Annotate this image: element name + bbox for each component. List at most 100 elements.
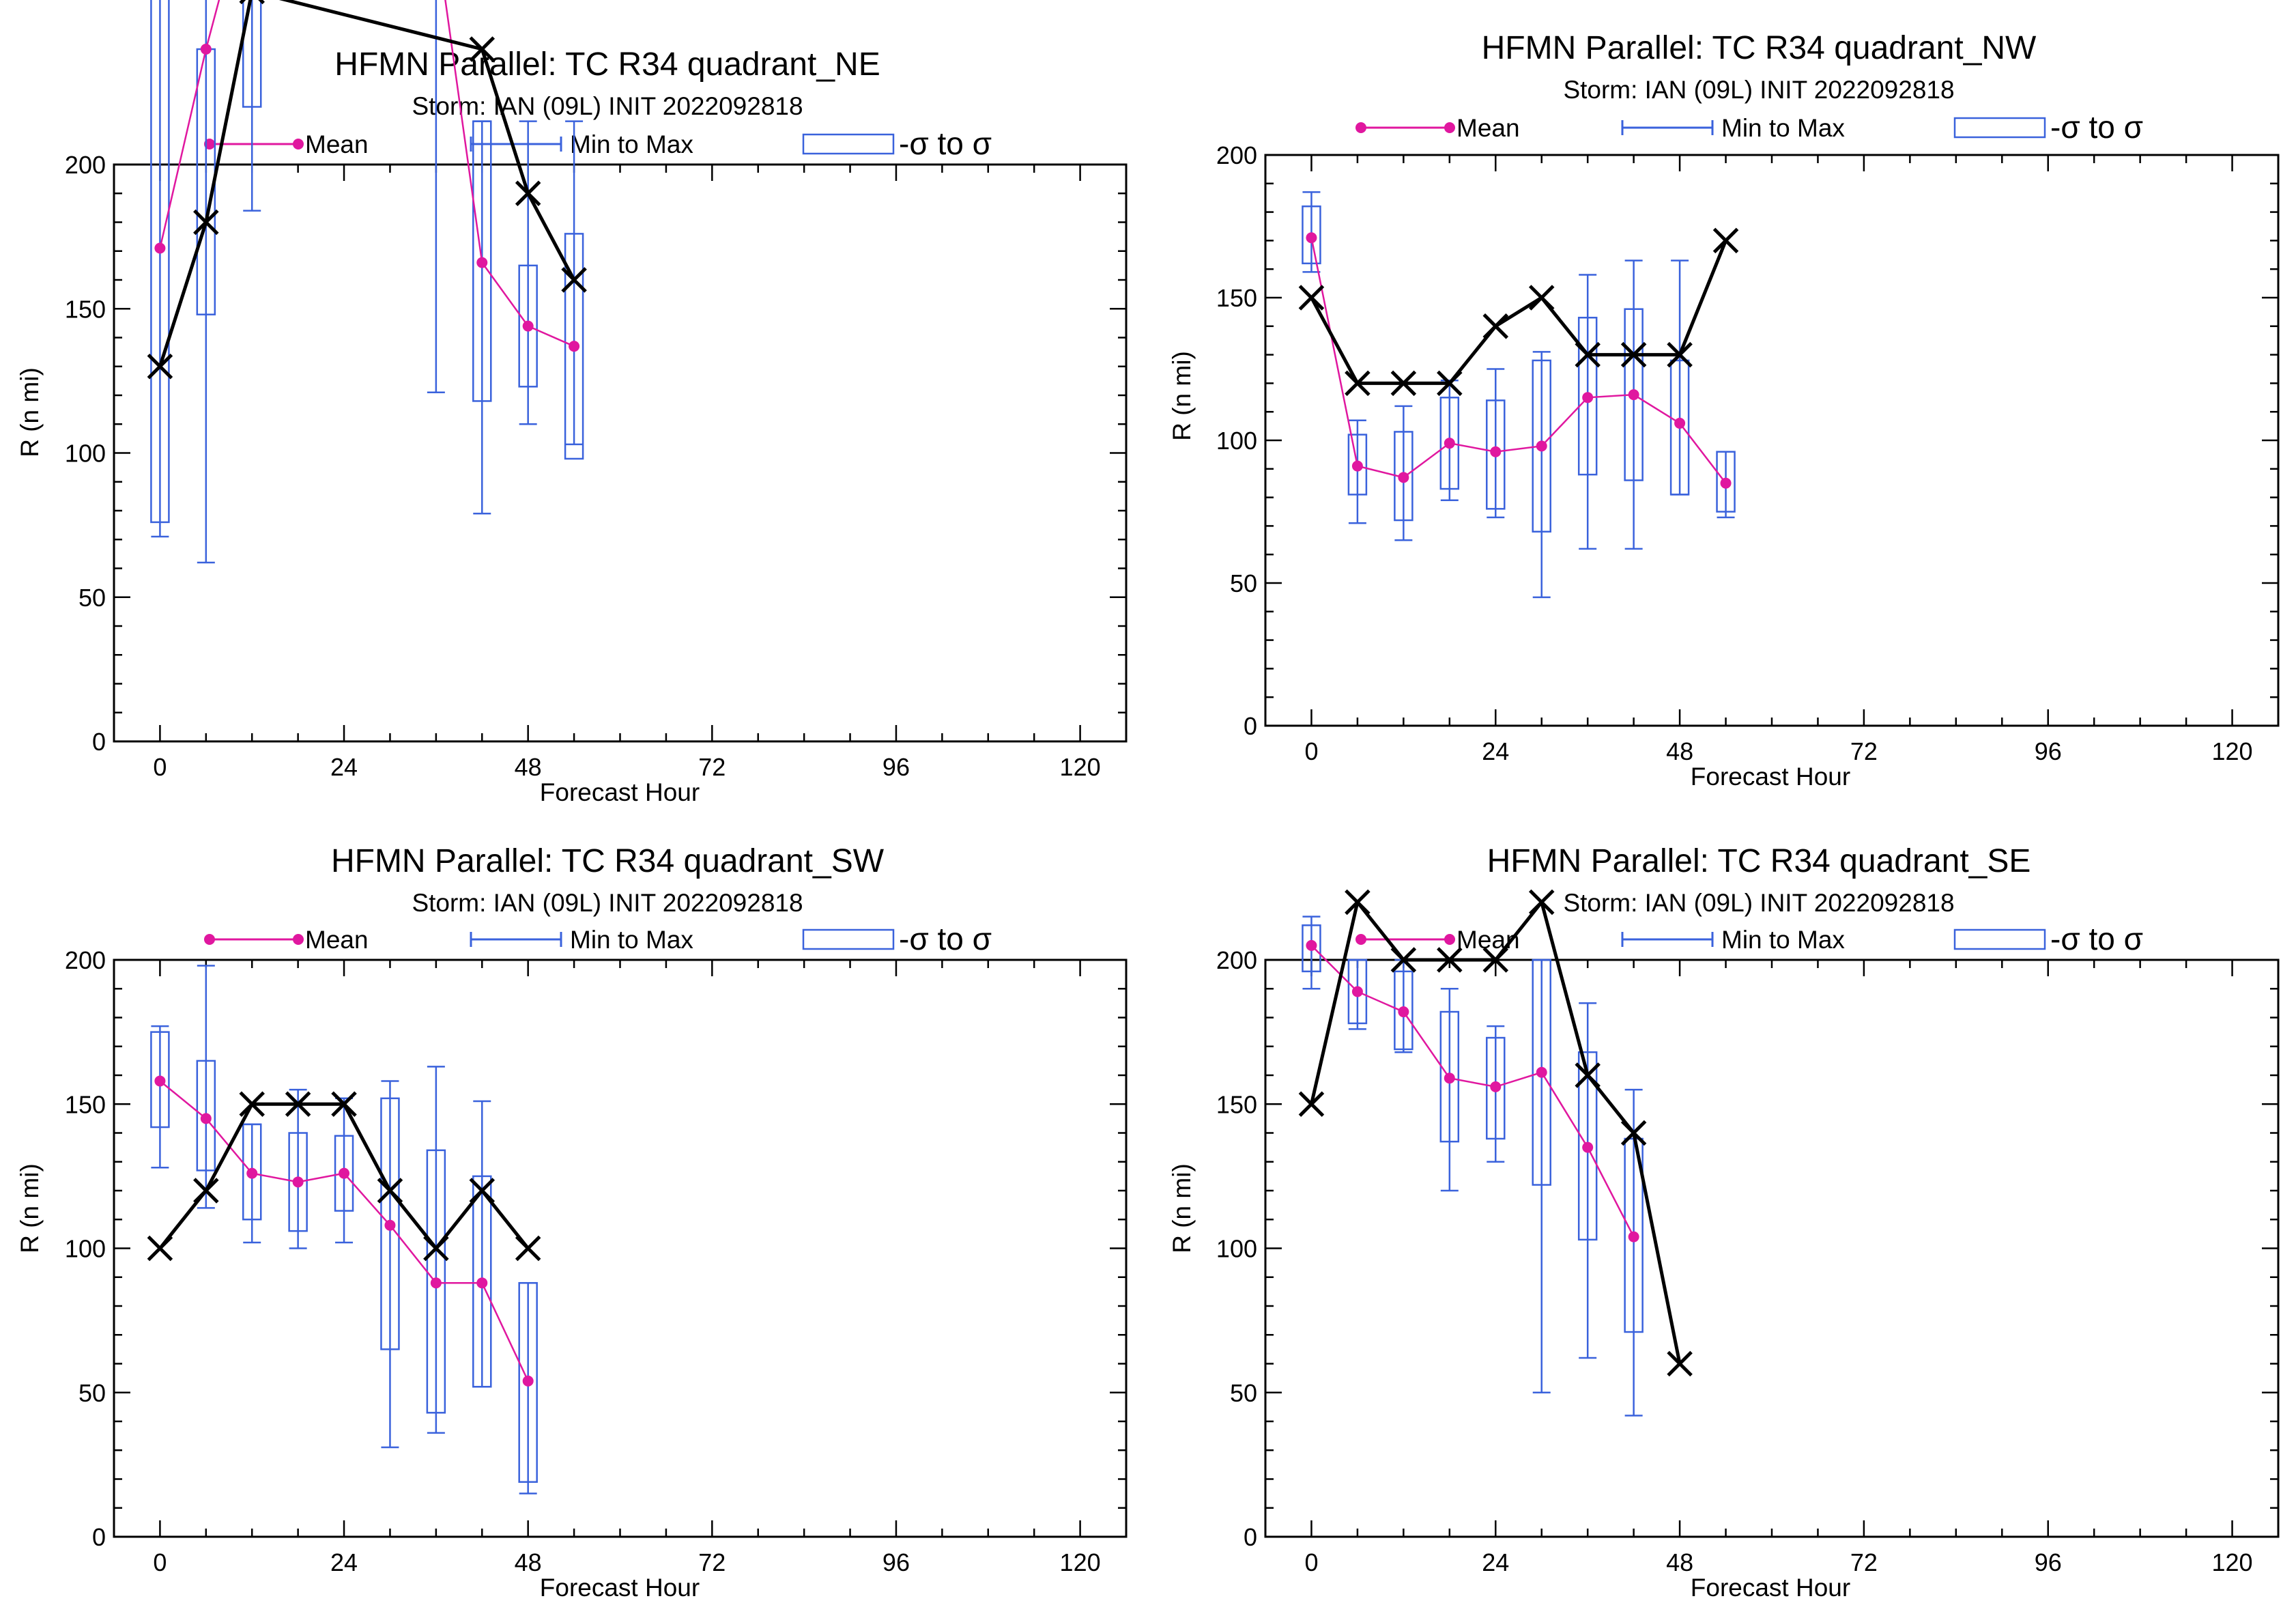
sigma-box <box>196 1060 216 1172</box>
panel-subtitle: Storm: IAN (09L) INIT 2022092818 <box>1563 76 1954 104</box>
legend-sigma-label: -σ to σ <box>2050 109 2143 145</box>
sigma-box <box>242 0 262 108</box>
observed-point <box>1482 947 1509 973</box>
plot-frame <box>113 959 1128 1538</box>
legend: Mean Min to Max -σ to σ <box>1355 921 2143 956</box>
x-tick-label: 48 <box>515 753 542 781</box>
panel-title: HFMN Parallel: TC R34 quadrant_SE <box>1487 843 2031 879</box>
mean-point <box>246 1167 258 1179</box>
observed-point <box>1620 341 1647 368</box>
mean-point <box>292 1176 304 1188</box>
legend-mean-marker <box>293 934 304 945</box>
x-tick-label: 72 <box>698 1548 726 1576</box>
sigma-box <box>518 264 538 388</box>
mean-point <box>384 1219 396 1231</box>
mean-point <box>569 341 580 352</box>
y-tick-label: 150 <box>65 295 106 323</box>
data-layer <box>147 0 587 564</box>
sigma-box <box>518 1281 538 1483</box>
legend-mean-marker <box>204 934 215 945</box>
mean-point <box>1306 939 1317 951</box>
observed-point <box>285 1091 311 1118</box>
mean-point <box>430 1277 442 1289</box>
x-tick-label: 24 <box>1482 1548 1509 1576</box>
mean-point <box>522 320 534 332</box>
mean-point <box>476 257 488 268</box>
observed-point <box>1437 370 1463 397</box>
mean-point <box>1628 1231 1639 1243</box>
legend-sigma-box <box>1953 117 2046 139</box>
mean-point <box>1720 477 1732 489</box>
observed-point <box>1298 285 1325 311</box>
observed-point <box>1620 1120 1647 1146</box>
y-tick-label: 200 <box>1216 946 1257 974</box>
mean-point <box>339 1167 350 1179</box>
observed-line <box>1310 240 1727 385</box>
axes: 0 50 100 150 200 0 24 48 72 96 120 <box>65 946 1128 1576</box>
sigma-box <box>564 233 584 460</box>
mean-point <box>1582 1141 1594 1153</box>
panel-title: HFMN Parallel: TC R34 quadrant_NE <box>334 46 880 83</box>
sigma-box <box>1302 205 1321 265</box>
y-tick-label: 50 <box>78 1379 106 1407</box>
legend-sigma-box <box>802 928 895 950</box>
axes: 0 50 100 150 200 0 24 48 72 96 120 <box>1216 946 2280 1576</box>
observed-point <box>1482 313 1509 339</box>
y-tick-label: 50 <box>1230 1379 1257 1407</box>
x-tick-label: 0 <box>1304 1548 1318 1576</box>
observed-point <box>423 1235 449 1262</box>
sigma-box <box>1394 970 1414 1051</box>
x-tick-label: 96 <box>882 753 910 781</box>
observed-line <box>158 0 576 367</box>
mean-point <box>1398 1006 1409 1018</box>
sigma-box <box>1669 359 1690 496</box>
mean-point <box>154 1075 166 1087</box>
x-tick-label: 72 <box>1850 1548 1878 1576</box>
axes: 0 50 100 150 200 0 24 48 72 96 120 <box>65 151 1128 781</box>
mean-line <box>1310 237 1727 484</box>
sigma-box <box>1486 1036 1506 1140</box>
x-tick-label: 48 <box>1666 737 1693 765</box>
x-axis-label: Forecast Hour <box>1691 1574 1850 1602</box>
x-tick-label: 72 <box>1850 737 1878 765</box>
mean-point <box>200 44 212 55</box>
x-tick-label: 96 <box>2035 737 2062 765</box>
y-tick-label: 0 <box>1244 712 1257 740</box>
sigma-box <box>1577 317 1598 476</box>
mean-point <box>1674 417 1686 429</box>
x-tick-label: 48 <box>1666 1548 1693 1576</box>
legend-minmax-label: Min to Max <box>1721 926 1845 954</box>
sigma-box <box>150 1031 170 1129</box>
mean-point <box>154 242 166 254</box>
legend-sigma-label: -σ to σ <box>899 126 992 161</box>
y-axis-label: R (n mi) <box>16 1163 44 1253</box>
sigma-box <box>1486 399 1506 510</box>
x-tick-label: 120 <box>1060 1548 1101 1576</box>
y-tick-label: 0 <box>92 728 106 756</box>
x-axis-label: Forecast Hour <box>540 1574 700 1602</box>
observed-point <box>1528 889 1555 916</box>
x-tick-label: 0 <box>153 753 167 781</box>
sigma-box <box>472 120 492 402</box>
sigma-box <box>1347 959 1368 1025</box>
mean-point <box>522 1375 534 1387</box>
panel-quadrant-ne: HFMN Parallel: TC R34 quadrant_NE Storm:… <box>16 0 1128 806</box>
axes: 0 50 100 150 200 0 24 48 72 96 120 <box>1216 141 2280 765</box>
legend-mean-label: Mean <box>1456 926 1520 954</box>
observed-point <box>561 267 587 293</box>
sigma-box <box>380 1097 400 1350</box>
legend-sigma-label: -σ to σ <box>899 921 992 956</box>
panel-quadrant-sw: HFMN Parallel: TC R34 quadrant_SW Storm:… <box>16 843 1128 1602</box>
y-tick-label: 50 <box>1230 569 1257 597</box>
observed-point <box>239 1091 265 1118</box>
legend: Mean Min to Max -σ to σ <box>204 921 992 956</box>
x-tick-label: 0 <box>153 1548 167 1576</box>
y-tick-label: 200 <box>65 946 106 974</box>
x-tick-label: 24 <box>330 753 358 781</box>
y-tick-label: 100 <box>1216 1235 1257 1263</box>
legend-sigma-label: -σ to σ <box>2050 921 2143 956</box>
observed-point <box>1345 370 1371 397</box>
sigma-box <box>1532 959 1551 1186</box>
x-tick-label: 0 <box>1304 737 1318 765</box>
x-tick-label: 120 <box>2212 1548 2253 1576</box>
